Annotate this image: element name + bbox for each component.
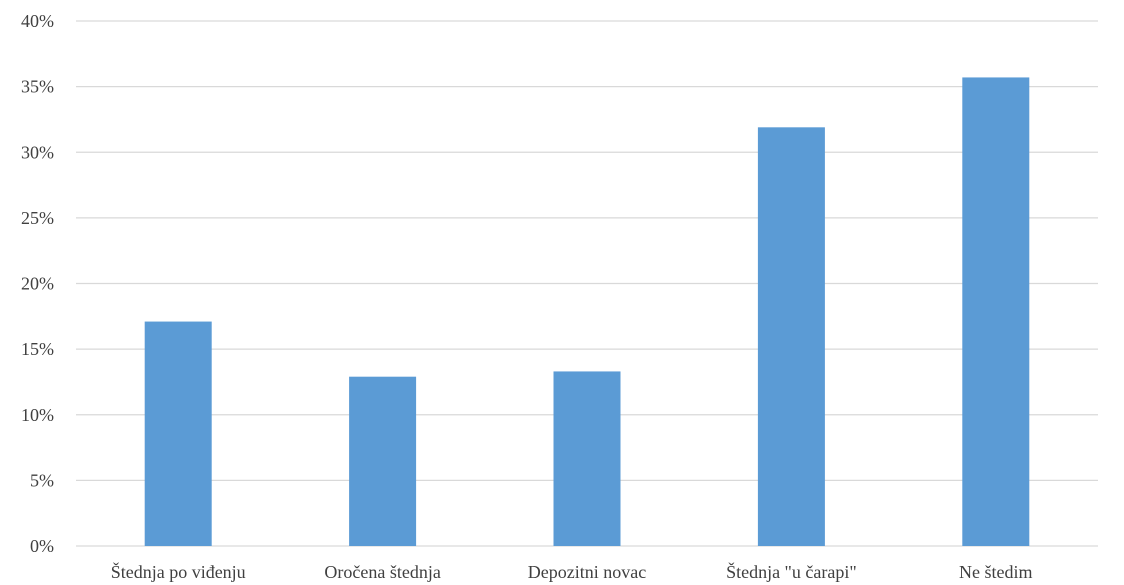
bar bbox=[349, 376, 417, 546]
x-category-label: Štednja "u čarapi" bbox=[726, 561, 857, 582]
bar bbox=[962, 77, 1030, 546]
y-tick-label: 15% bbox=[21, 339, 54, 359]
y-tick-label: 0% bbox=[30, 536, 54, 556]
y-tick-label: 25% bbox=[21, 208, 54, 228]
y-tick-label: 5% bbox=[30, 470, 54, 490]
y-tick-label: 40% bbox=[21, 11, 54, 31]
x-category-label: Depozitni novac bbox=[528, 562, 646, 582]
y-axis-tick-labels: 0% 5% 10% 15% 20% 25% 30% 35% 40% bbox=[21, 11, 54, 556]
bar bbox=[553, 371, 621, 546]
x-axis-category-labels: Štednja po viđenju Oročena štednja Depozit… bbox=[111, 561, 1033, 582]
bar bbox=[144, 321, 212, 546]
bars bbox=[144, 77, 1030, 546]
y-tick-label: 10% bbox=[21, 405, 54, 425]
y-tick-label: 35% bbox=[21, 77, 54, 97]
y-tick-label: 30% bbox=[21, 142, 54, 162]
y-tick-label: 20% bbox=[21, 274, 54, 294]
x-category-label: Oročena štednja bbox=[324, 562, 440, 582]
x-category-label: Štednja po viđenju bbox=[111, 561, 246, 582]
gridlines bbox=[76, 20, 1098, 547]
bar bbox=[757, 127, 825, 546]
x-category-label: Ne štedim bbox=[959, 562, 1033, 582]
